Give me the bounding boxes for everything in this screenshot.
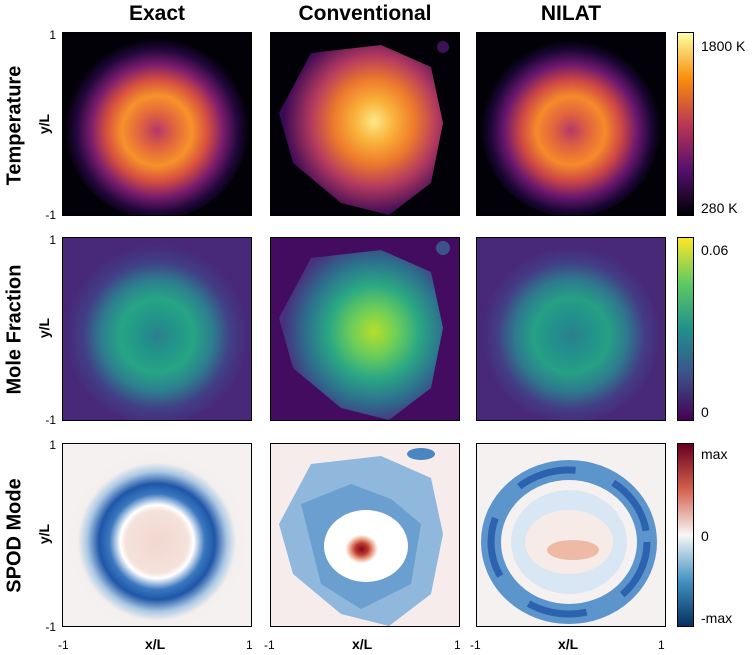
x-tick-right-col2: 1 (454, 638, 461, 652)
y-tick-bottom-row1: -1 (45, 208, 56, 222)
row-title-mole-fraction: Mole Fraction (3, 264, 26, 395)
mole-fraction-exact-field (63, 238, 251, 420)
mole-fraction-nilat-field (477, 238, 665, 420)
spod-mode-colorbar-min-label: -max (701, 610, 733, 626)
spod-mode-exact-field (63, 444, 251, 626)
mole-fraction-conventional-panel (270, 237, 460, 421)
y-tick-top-row3: 1 (49, 438, 56, 452)
spod-mode-colorbar (677, 443, 694, 627)
temperature-conventional-panel (270, 32, 460, 216)
column-title-exact: Exact (128, 2, 186, 25)
mole-fraction-conventional-field (271, 238, 459, 420)
temperature-colorbar-min-label: 280 K (701, 200, 738, 216)
mole-fraction-nilat-panel (476, 237, 666, 421)
spod-mode-nilat-panel (476, 443, 666, 627)
temperature-colorbar-max-label: 1800 K (701, 38, 746, 54)
y-tick-bottom-row2: -1 (45, 413, 56, 427)
x-tick-right-col1: 1 (246, 638, 253, 652)
mole-fraction-colorbar-min-label: 0 (701, 404, 709, 420)
spod-mode-conventional-field (271, 444, 459, 626)
spod-mode-colorbar-mid-label: 0 (701, 528, 709, 544)
column-title-nilat: NILAT (540, 2, 602, 25)
mole-fraction-exact-panel (62, 237, 252, 421)
y-tick-bottom-row3: -1 (45, 620, 56, 634)
mole-fraction-colorbar-max-label: 0.06 (701, 242, 729, 258)
y-tick-top-row2: 1 (49, 233, 56, 247)
x-axis-label-col2: x/L (352, 636, 373, 652)
x-axis-label-col3: x/L (558, 636, 579, 652)
x-tick-left-col1: -1 (58, 638, 69, 652)
y-axis-label-row1: y/L (36, 113, 52, 135)
column-title-conventional: Conventional (298, 2, 432, 25)
row-title-temperature: Temperature (3, 65, 26, 186)
spod-mode-nilat-field (477, 444, 665, 626)
temperature-exact-field (63, 33, 251, 215)
y-axis-label-row2: y/L (36, 317, 52, 339)
spod-mode-exact-panel (62, 443, 252, 627)
y-tick-top-row1: 1 (49, 28, 56, 42)
spod-mode-conventional-panel (270, 443, 460, 627)
x-tick-left-col3: -1 (470, 638, 481, 652)
temperature-colorbar (677, 32, 694, 216)
mole-fraction-colorbar (677, 237, 694, 421)
temperature-nilat-field (477, 33, 665, 215)
x-tick-left-col2: -1 (264, 638, 275, 652)
spod-mode-colorbar-max-label: max (701, 446, 728, 462)
x-axis-label-col1: x/L (145, 636, 166, 652)
row-title-spod-mode: SPOD Mode (3, 478, 26, 593)
temperature-conventional-field (271, 33, 459, 215)
temperature-exact-panel (62, 32, 252, 216)
y-axis-label-row3: y/L (36, 523, 52, 545)
temperature-nilat-panel (476, 32, 666, 216)
x-tick-right-col3: 1 (658, 638, 665, 652)
